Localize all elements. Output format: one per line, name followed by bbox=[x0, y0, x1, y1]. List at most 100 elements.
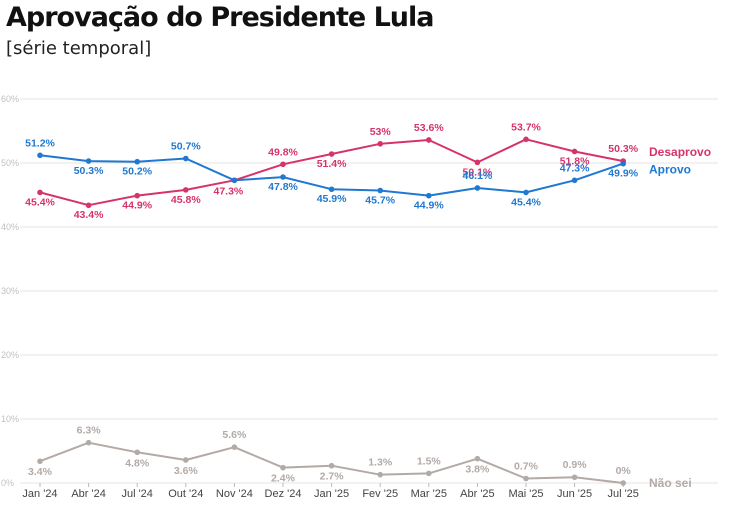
data-point bbox=[328, 186, 335, 193]
data-point bbox=[134, 158, 140, 165]
chart-subtitle: [série temporal] bbox=[6, 38, 152, 59]
x-tick-label: Jan '24 bbox=[22, 488, 57, 500]
data-label: 45.7% bbox=[365, 195, 395, 207]
data-label: 4.8% bbox=[125, 457, 150, 469]
data-label: 50.3% bbox=[608, 143, 638, 155]
data-label: 5.6% bbox=[222, 429, 247, 441]
data-label: 49.9% bbox=[608, 168, 638, 180]
data-point bbox=[231, 444, 238, 450]
data-label: 0.7% bbox=[514, 461, 539, 473]
data-label: 47.3% bbox=[214, 185, 244, 197]
data-point bbox=[426, 470, 432, 477]
data-point bbox=[328, 462, 335, 469]
data-label: 53% bbox=[370, 126, 392, 138]
data-label: 3.4% bbox=[28, 466, 53, 478]
data-point bbox=[523, 475, 529, 482]
x-tick-label: Jul '24 bbox=[121, 488, 152, 500]
data-label: 1.3% bbox=[368, 457, 393, 469]
y-tick-label: 60% bbox=[1, 94, 19, 104]
data-point bbox=[37, 458, 43, 465]
series-label: Aprovo bbox=[649, 163, 691, 177]
data-label: 53.7% bbox=[511, 121, 541, 133]
x-tick-label: Out '24 bbox=[168, 488, 203, 500]
data-label: 51.4% bbox=[317, 158, 347, 170]
y-tick-label: 50% bbox=[1, 158, 19, 168]
data-label: 43.4% bbox=[74, 209, 104, 221]
data-point bbox=[571, 148, 578, 155]
data-label: 50.3% bbox=[74, 165, 104, 177]
data-label: 45.4% bbox=[25, 196, 55, 208]
x-tick-label: Jan '25 bbox=[314, 488, 349, 500]
data-point bbox=[523, 189, 529, 196]
data-label: 49.8% bbox=[268, 146, 298, 158]
data-point bbox=[328, 151, 335, 157]
data-label: 0.9% bbox=[563, 459, 588, 471]
data-point bbox=[280, 464, 286, 471]
data-point bbox=[231, 177, 238, 184]
x-tick-label: Mai '25 bbox=[508, 488, 543, 500]
data-point bbox=[183, 187, 189, 193]
data-label: 50.2% bbox=[122, 166, 152, 178]
x-tick-label: Nov '24 bbox=[216, 488, 253, 500]
data-label: 45.9% bbox=[317, 193, 347, 205]
data-point bbox=[85, 202, 92, 209]
x-tick-label: Jun '25 bbox=[557, 488, 592, 500]
data-label: 45.8% bbox=[171, 194, 201, 206]
data-point bbox=[134, 192, 140, 199]
series-label: Não sei bbox=[649, 476, 692, 490]
data-label: 50.1% bbox=[463, 166, 493, 178]
y-tick-label: 40% bbox=[1, 222, 19, 232]
data-point bbox=[183, 155, 189, 162]
x-tick-label: Abr '25 bbox=[460, 488, 495, 500]
data-point bbox=[474, 159, 481, 166]
data-point bbox=[280, 161, 286, 168]
x-tick-label: Dez '24 bbox=[265, 488, 302, 500]
data-label: 3.6% bbox=[174, 465, 199, 477]
data-point bbox=[377, 187, 384, 194]
data-label: 1.5% bbox=[417, 455, 442, 467]
y-tick-label: 10% bbox=[1, 414, 19, 424]
y-tick-label: 30% bbox=[1, 286, 19, 296]
data-point bbox=[523, 136, 529, 143]
data-point bbox=[426, 192, 432, 199]
data-label: 0% bbox=[616, 465, 632, 477]
data-label: 45.4% bbox=[511, 196, 541, 208]
data-label: 51.2% bbox=[25, 137, 55, 149]
data-point bbox=[571, 177, 578, 184]
data-point bbox=[280, 174, 286, 180]
data-point bbox=[37, 152, 43, 159]
data-label: 44.9% bbox=[122, 200, 152, 212]
data-point bbox=[377, 141, 384, 147]
data-label: 47.3% bbox=[560, 162, 590, 174]
data-point bbox=[85, 158, 92, 164]
data-label: 44.9% bbox=[414, 200, 444, 212]
x-tick-label: Mar '25 bbox=[411, 488, 447, 500]
data-point bbox=[474, 185, 481, 191]
data-label: 46.1% bbox=[463, 170, 493, 182]
data-point bbox=[183, 457, 189, 463]
data-label: 50.7% bbox=[171, 141, 201, 153]
data-point bbox=[474, 455, 481, 462]
data-label: 53.6% bbox=[414, 122, 444, 134]
data-label: 51.8% bbox=[560, 155, 590, 167]
data-point bbox=[426, 137, 432, 143]
data-point bbox=[620, 160, 626, 167]
data-point bbox=[134, 449, 140, 456]
data-point bbox=[85, 439, 92, 446]
chart-title: Aprovação do Presidente Lula bbox=[6, 2, 434, 33]
data-point bbox=[571, 474, 578, 481]
data-point bbox=[620, 480, 626, 486]
y-tick-label: 0% bbox=[1, 478, 14, 488]
data-label: 47.8% bbox=[268, 181, 298, 193]
data-point bbox=[37, 189, 43, 196]
data-label: 2.7% bbox=[320, 471, 345, 483]
data-label: 3.8% bbox=[465, 464, 490, 476]
x-tick-label: Fev '25 bbox=[362, 488, 398, 500]
x-tick-label: Abr '24 bbox=[71, 488, 106, 500]
data-point bbox=[377, 471, 384, 478]
data-label: 2.4% bbox=[271, 473, 296, 485]
data-label: 6.3% bbox=[77, 425, 102, 437]
series-label: Desaprovo bbox=[649, 145, 711, 159]
x-tick-label: Jul '25 bbox=[607, 488, 638, 500]
